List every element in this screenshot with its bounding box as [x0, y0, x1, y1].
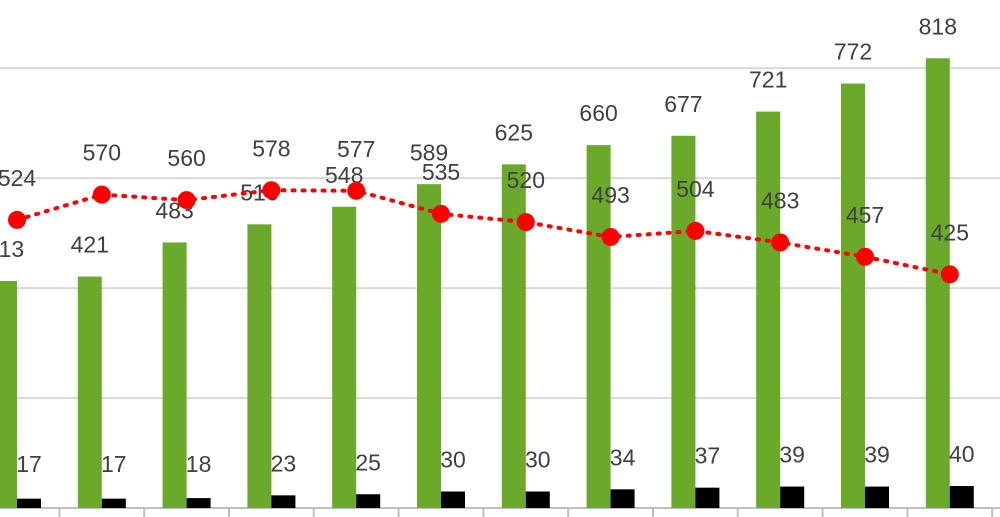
bar — [525, 491, 550, 508]
line-marker — [92, 185, 111, 204]
data-label: 30 — [525, 447, 551, 473]
bar — [865, 486, 889, 508]
bar — [332, 206, 357, 508]
bar — [417, 184, 441, 508]
bar — [0, 280, 17, 508]
bar — [271, 495, 296, 508]
data-label: 504 — [676, 176, 715, 202]
data-label: 578 — [252, 135, 290, 161]
data-label: 625 — [495, 119, 533, 145]
bar — [756, 111, 781, 508]
data-label: 818 — [919, 13, 957, 39]
data-label: 37 — [695, 443, 721, 469]
data-label: 524 — [0, 165, 36, 191]
bar — [247, 224, 272, 508]
bar — [695, 487, 720, 508]
bar — [841, 83, 865, 508]
data-label: 25 — [355, 449, 381, 475]
data-label: 421 — [71, 232, 109, 258]
line-marker — [856, 247, 874, 266]
data-label: 660 — [579, 100, 617, 126]
data-label: 520 — [507, 167, 545, 193]
bar — [186, 498, 211, 508]
bar — [17, 498, 41, 508]
bar — [441, 491, 465, 508]
line-marker — [771, 233, 790, 252]
line-marker — [347, 181, 366, 200]
data-label: 30 — [440, 447, 466, 473]
line-marker — [516, 213, 535, 232]
line-marker — [177, 191, 196, 210]
data-label: 721 — [749, 67, 787, 93]
bar — [77, 276, 102, 508]
data-label: 589 — [410, 139, 448, 165]
line-marker — [432, 204, 450, 223]
line-marker — [686, 221, 705, 240]
data-label: 772 — [834, 39, 872, 65]
bar — [780, 486, 805, 508]
bar — [949, 486, 974, 508]
bar — [671, 135, 696, 508]
bar — [356, 494, 381, 508]
bar — [162, 242, 187, 509]
data-label: 425 — [931, 219, 969, 245]
data-label: 677 — [664, 91, 702, 117]
data-label: 39 — [779, 442, 805, 468]
data-label: 457 — [846, 202, 884, 228]
data-label: 39 — [864, 442, 890, 468]
data-label: 535 — [422, 159, 460, 185]
bar — [610, 489, 635, 508]
data-label: 413 — [0, 236, 24, 262]
data-label: 18 — [186, 451, 212, 477]
line-marker — [262, 181, 281, 200]
bar — [101, 498, 126, 508]
data-label: 17 — [16, 451, 42, 477]
line — [15, 188, 952, 277]
data-label: 34 — [610, 444, 636, 470]
line-marker — [940, 265, 959, 284]
data-label: 560 — [167, 145, 205, 171]
line-marker — [601, 227, 620, 246]
data-label: 493 — [591, 182, 629, 208]
data-label: 577 — [337, 136, 375, 162]
bar — [925, 58, 950, 508]
data-label: 570 — [83, 140, 121, 166]
data-label: 23 — [271, 450, 297, 476]
data-label: 40 — [949, 441, 975, 467]
data-label: 483 — [761, 188, 799, 214]
line-marker — [8, 210, 26, 229]
data-label: 17 — [101, 451, 127, 477]
bar — [586, 145, 611, 508]
